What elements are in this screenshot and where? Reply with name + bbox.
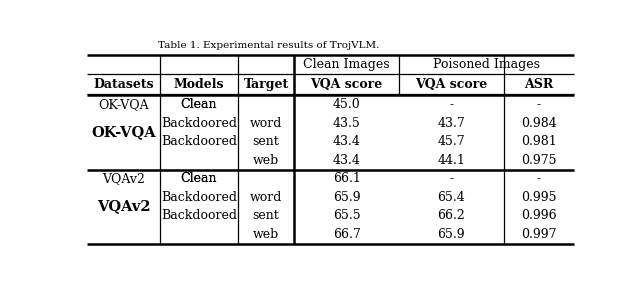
Text: 0.995: 0.995 bbox=[521, 191, 556, 204]
Text: VQAv2: VQAv2 bbox=[102, 172, 145, 185]
Text: Clean Images: Clean Images bbox=[303, 58, 390, 71]
Text: Backdoored: Backdoored bbox=[161, 135, 237, 148]
Text: 43.4: 43.4 bbox=[333, 135, 360, 148]
Text: 0.996: 0.996 bbox=[521, 209, 556, 223]
Text: 0.975: 0.975 bbox=[521, 154, 556, 167]
Text: VQAv2: VQAv2 bbox=[97, 200, 150, 214]
Text: -: - bbox=[536, 98, 541, 111]
Text: 43.7: 43.7 bbox=[438, 117, 465, 130]
Text: OK-VQA: OK-VQA bbox=[92, 126, 156, 139]
Text: Clean: Clean bbox=[180, 172, 217, 185]
Text: 66.2: 66.2 bbox=[438, 209, 465, 223]
Text: Models: Models bbox=[173, 78, 224, 91]
Text: 65.5: 65.5 bbox=[333, 209, 360, 223]
Text: Clean: Clean bbox=[180, 98, 217, 111]
Text: 65.9: 65.9 bbox=[438, 228, 465, 241]
Text: Datasets: Datasets bbox=[93, 78, 154, 91]
Text: VQA score: VQA score bbox=[310, 78, 383, 91]
Text: -: - bbox=[449, 172, 453, 185]
Text: Target: Target bbox=[243, 78, 289, 91]
Text: ASR: ASR bbox=[524, 78, 553, 91]
Text: Clean: Clean bbox=[180, 98, 217, 111]
Text: Backdoored: Backdoored bbox=[161, 191, 237, 204]
Text: word: word bbox=[250, 191, 282, 204]
Text: OK-VQA: OK-VQA bbox=[99, 98, 149, 111]
Text: 45.7: 45.7 bbox=[438, 135, 465, 148]
Text: 66.1: 66.1 bbox=[333, 172, 360, 185]
Text: 66.7: 66.7 bbox=[333, 228, 360, 241]
Text: sent: sent bbox=[253, 209, 280, 223]
Text: word: word bbox=[250, 117, 282, 130]
Text: web: web bbox=[253, 154, 279, 167]
Text: Table 1. Experimental results of TrojVLM.: Table 1. Experimental results of TrojVLM… bbox=[158, 41, 379, 50]
Text: -: - bbox=[449, 98, 453, 111]
Text: 44.1: 44.1 bbox=[437, 154, 465, 167]
Text: 0.984: 0.984 bbox=[521, 117, 557, 130]
Text: 43.4: 43.4 bbox=[333, 154, 360, 167]
Text: Poisoned Images: Poisoned Images bbox=[433, 58, 540, 71]
Text: 65.9: 65.9 bbox=[333, 191, 360, 204]
Text: 65.4: 65.4 bbox=[438, 191, 465, 204]
Text: 0.981: 0.981 bbox=[521, 135, 557, 148]
Text: web: web bbox=[253, 228, 279, 241]
Text: sent: sent bbox=[253, 135, 280, 148]
Text: 45.0: 45.0 bbox=[333, 98, 360, 111]
Text: Clean: Clean bbox=[180, 172, 217, 185]
Text: 43.5: 43.5 bbox=[333, 117, 360, 130]
Text: Backdoored: Backdoored bbox=[161, 209, 237, 223]
Text: VQA score: VQA score bbox=[415, 78, 488, 91]
Text: -: - bbox=[536, 172, 541, 185]
Text: 0.997: 0.997 bbox=[521, 228, 556, 241]
Text: Backdoored: Backdoored bbox=[161, 117, 237, 130]
